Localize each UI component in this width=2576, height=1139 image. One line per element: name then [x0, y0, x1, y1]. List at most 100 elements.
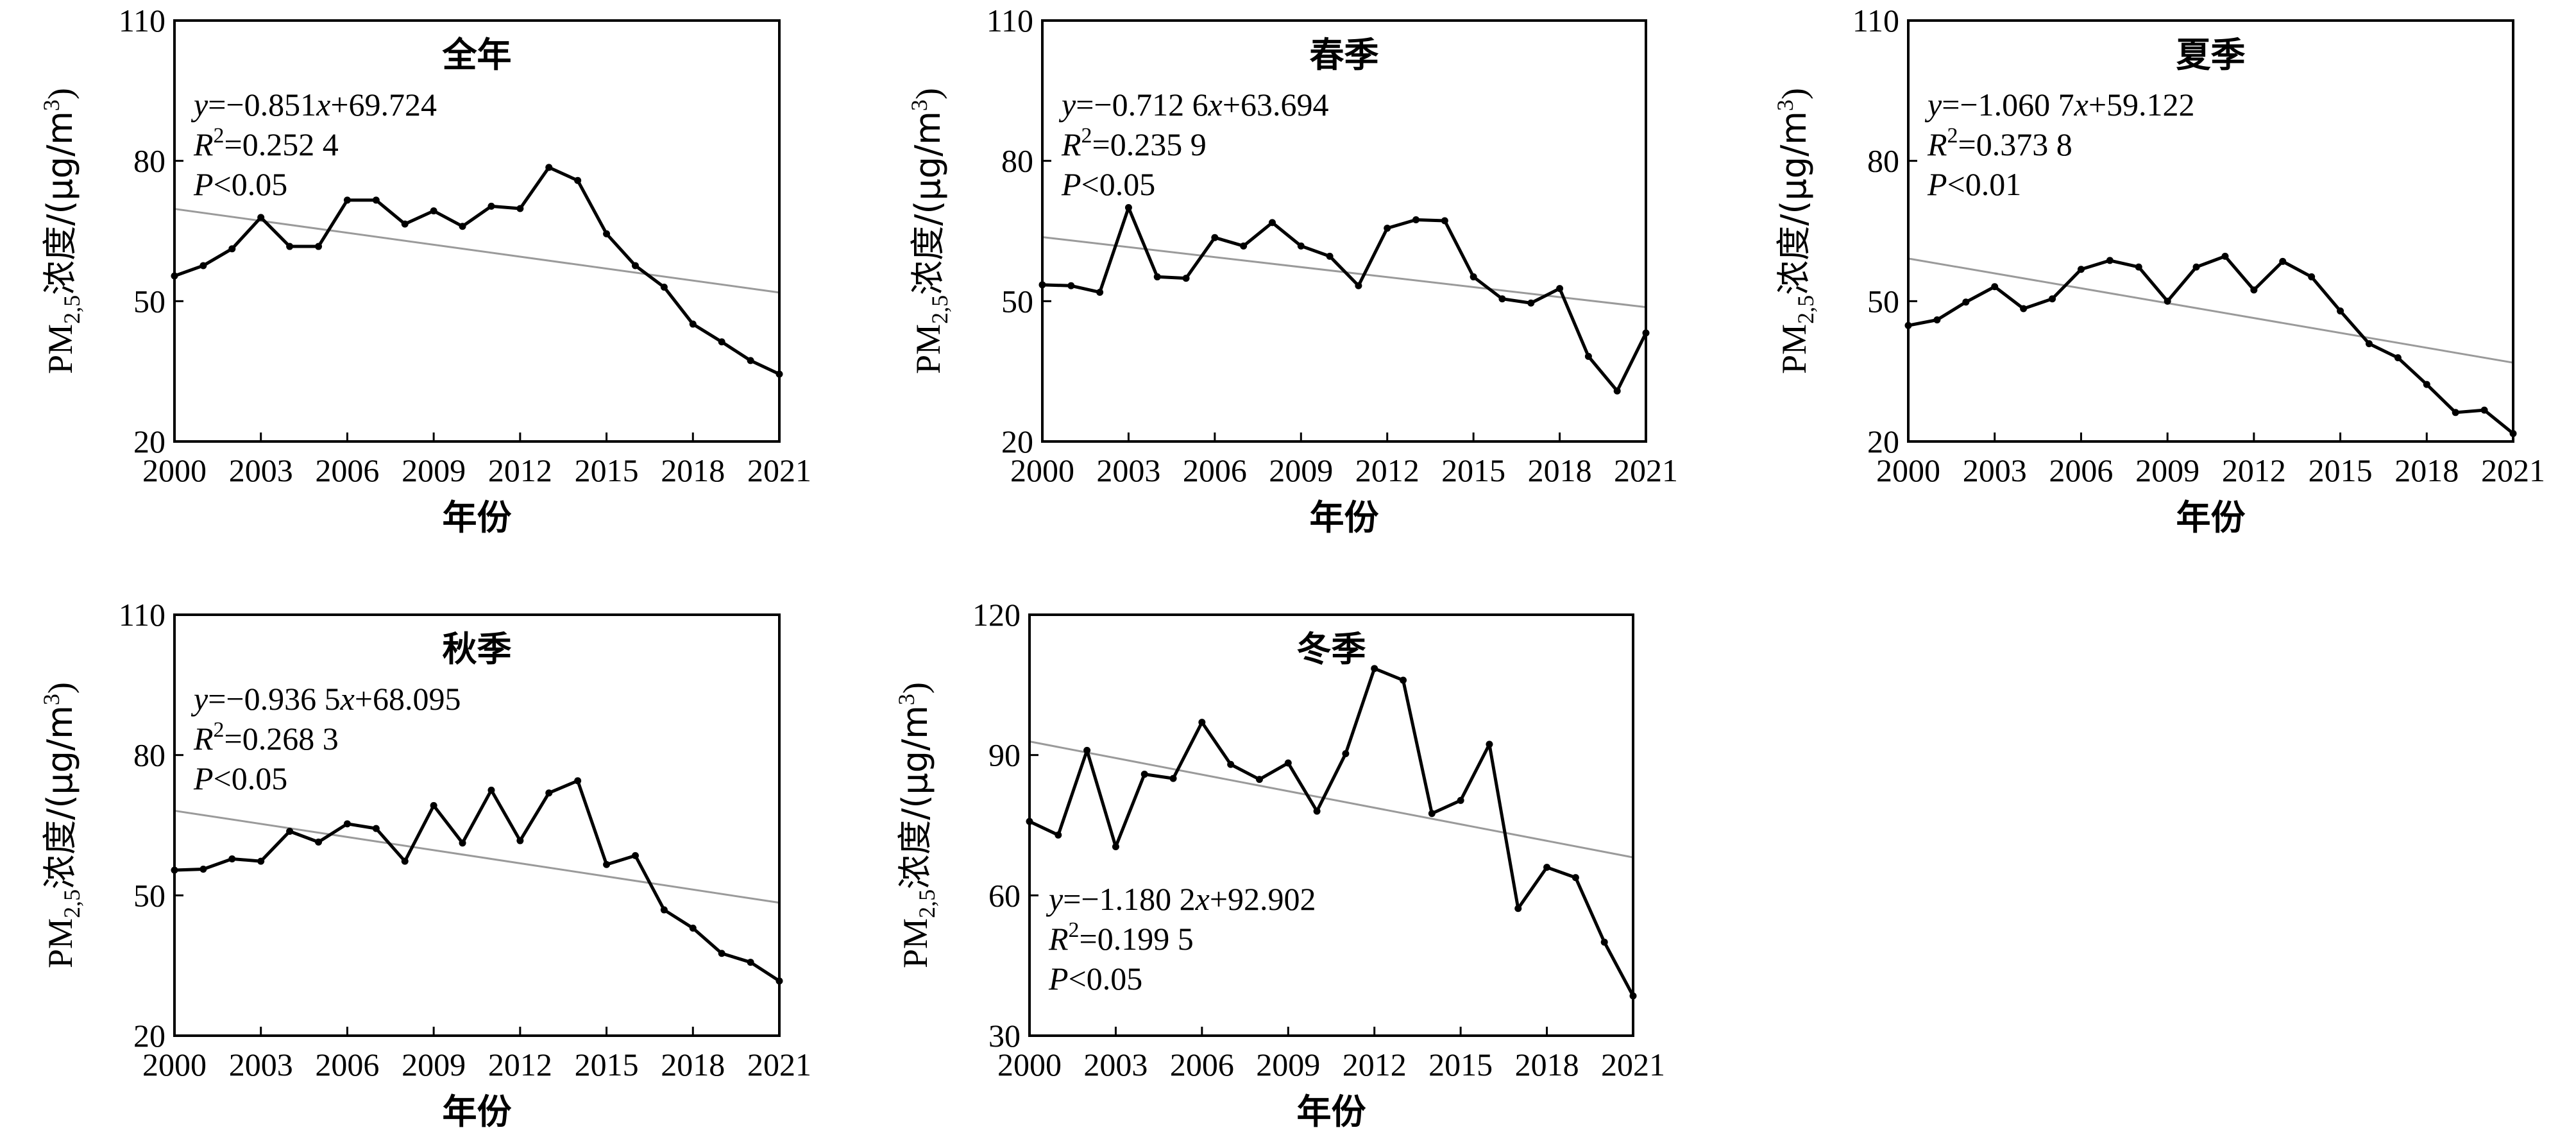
data-point — [2221, 252, 2229, 260]
x-tick-label: 2000 — [997, 1047, 1062, 1083]
data-point — [2135, 263, 2142, 271]
x-axis-label: 年份 — [443, 497, 512, 538]
x-tick-label: 2012 — [488, 1047, 552, 1083]
data-point — [1486, 741, 1493, 748]
data-point — [1400, 676, 1407, 684]
x-tick-label: 2015 — [575, 1047, 639, 1083]
x-tick-label: 2000 — [1876, 452, 1940, 488]
data-point — [1297, 242, 1305, 250]
x-tick-label: 2003 — [1963, 452, 2027, 488]
data-point — [545, 164, 553, 171]
y-tick-label: 50 — [1001, 283, 1033, 319]
r-squared: R2=0.199 5 — [1048, 918, 1194, 957]
y-tick-label: 20 — [1001, 424, 1033, 459]
data-point — [603, 861, 611, 868]
data-point — [1083, 746, 1091, 754]
data-point — [545, 789, 553, 797]
data-point — [603, 230, 611, 237]
series-line — [1042, 206, 1648, 393]
data-point — [1371, 665, 1378, 672]
x-tick-label: 2015 — [575, 452, 639, 488]
data-point — [1268, 219, 1276, 227]
x-tick-label: 2018 — [1528, 452, 1592, 488]
data-point — [1255, 776, 1263, 784]
data-point — [1096, 288, 1104, 296]
trend-line — [1908, 257, 2514, 364]
data-point — [1514, 905, 1522, 912]
series-line — [174, 166, 781, 376]
data-point — [1613, 387, 1621, 395]
y-axis-label: PM2,5浓度/(μg/m3) — [38, 88, 85, 374]
data-point — [2365, 340, 2373, 348]
y-tick-label: 80 — [133, 143, 165, 179]
data-point — [343, 196, 351, 204]
data-point — [689, 924, 697, 932]
data-point — [286, 827, 294, 835]
data-point — [343, 820, 351, 828]
y-tick-label: 110 — [119, 597, 165, 633]
x-tick-label: 2006 — [1170, 1047, 1234, 1083]
panel-title: 全年 — [442, 35, 512, 75]
y-tick-label: 20 — [133, 1018, 165, 1054]
data-point — [1124, 204, 1132, 212]
data-point — [2337, 307, 2344, 315]
data-point — [1572, 874, 1579, 882]
data-point — [1441, 217, 1448, 225]
data-point — [1198, 719, 1206, 726]
data-point — [286, 243, 294, 250]
data-point — [257, 214, 265, 221]
series-line — [174, 779, 781, 982]
data-point — [574, 176, 582, 184]
x-tick-label: 2006 — [315, 1047, 379, 1083]
data-point — [1284, 759, 1292, 767]
data-point — [1169, 775, 1177, 782]
data-point — [372, 825, 380, 832]
x-tick-label: 2018 — [1515, 1047, 1579, 1083]
data-point — [1962, 298, 1970, 306]
data-point — [1933, 316, 1941, 323]
y-tick-label: 50 — [133, 877, 165, 913]
data-point — [2423, 381, 2430, 388]
p-value: P<0.05 — [193, 760, 287, 796]
data-point — [2452, 409, 2459, 416]
data-point — [516, 205, 524, 212]
data-point — [1055, 831, 1062, 839]
y-tick-label: 110 — [119, 3, 165, 39]
x-axis-label: 年份 — [1310, 497, 1379, 538]
data-point — [228, 855, 236, 862]
x-tick-label: 2012 — [2222, 452, 2286, 488]
x-tick-label: 2003 — [1083, 1047, 1148, 1083]
x-tick-label: 2006 — [2049, 452, 2113, 488]
data-point — [1584, 352, 1592, 360]
x-tick-label: 2009 — [2135, 452, 2199, 488]
data-point — [487, 202, 495, 210]
y-tick-label: 20 — [133, 424, 165, 459]
data-point — [1067, 282, 1075, 289]
data-point — [1326, 252, 1334, 260]
data-point — [1470, 273, 1477, 280]
r-squared: R2=0.268 3 — [193, 718, 339, 757]
y-tick-label: 80 — [1867, 143, 1899, 179]
plot-frame — [173, 613, 781, 1037]
data-point — [459, 223, 466, 230]
chart-panel-4: 20 50 80 110 2000 2003 2006 2009 2012 2015 2018 202… — [38, 597, 811, 1132]
x-tick-label: 2018 — [661, 1047, 725, 1083]
data-point — [2049, 295, 2056, 303]
x-tick-label: 2000 — [142, 452, 207, 488]
data-point — [401, 857, 409, 865]
y-tick-label: 80 — [1001, 143, 1033, 179]
x-tick-label: 2021 — [2481, 452, 2545, 488]
trend-line — [1029, 741, 1634, 859]
data-point — [1412, 216, 1420, 224]
x-tick-label: 2015 — [1428, 1047, 1493, 1083]
panel-title: 夏季 — [2176, 35, 2246, 75]
data-point — [631, 852, 639, 859]
data-point — [372, 196, 380, 204]
data-point — [2106, 257, 2114, 264]
y-tick-label: 110 — [987, 3, 1033, 39]
data-point — [718, 950, 725, 957]
p-value: P<0.05 — [193, 166, 287, 202]
